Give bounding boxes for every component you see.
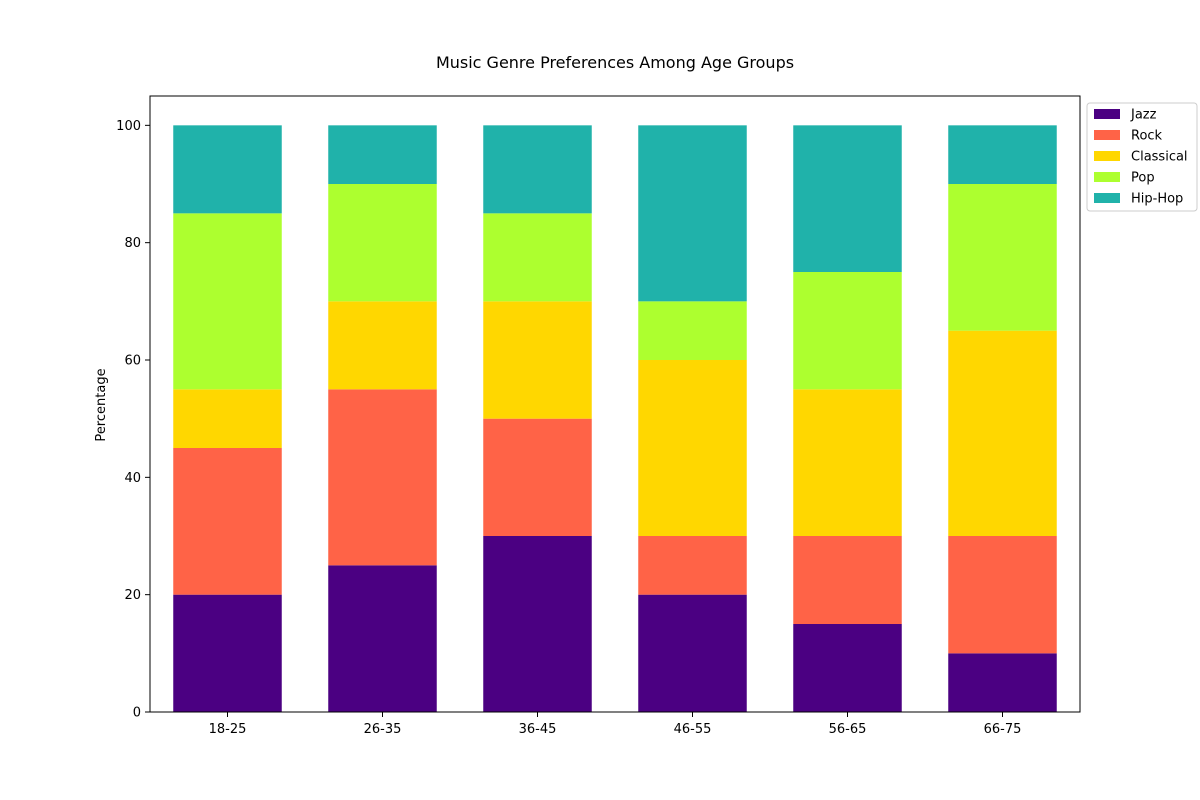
bar-classical-26-35	[328, 301, 437, 390]
bars-group	[173, 125, 1057, 712]
legend-label-classical: Classical	[1131, 150, 1188, 165]
y-tick-label: 40	[124, 471, 141, 486]
y-tick-label: 20	[124, 588, 141, 603]
bar-hip-hop-56-65	[793, 125, 902, 272]
bar-classical-66-75	[948, 330, 1057, 536]
y-tick-label: 0	[133, 706, 141, 721]
bar-hip-hop-36-45	[483, 125, 592, 214]
bar-pop-66-75	[948, 184, 1057, 331]
bar-jazz-18-25	[173, 594, 282, 712]
x-tick-label: 66-75	[984, 722, 1022, 737]
legend: Jazz Rock Classical Pop Hip-Hop	[1086, 102, 1198, 212]
legend-swatch-rock	[1094, 130, 1120, 140]
bar-pop-26-35	[328, 184, 437, 302]
legend-swatch-pop	[1094, 172, 1120, 182]
legend-label-pop: Pop	[1131, 171, 1155, 186]
bar-pop-46-55	[638, 301, 747, 360]
x-axis: 18-25 26-35 36-45 46-55 56-65 66-75	[209, 712, 1022, 737]
bar-hip-hop-66-75	[948, 125, 1057, 184]
bar-jazz-26-35	[328, 565, 437, 712]
plot-frame	[149, 95, 1081, 713]
bar-classical-56-65	[793, 389, 902, 536]
bar-rock-18-25	[173, 448, 282, 595]
bar-rock-46-55	[638, 536, 747, 595]
bar-classical-18-25	[173, 389, 282, 448]
legend-label-hip-hop: Hip-Hop	[1131, 192, 1183, 207]
bar-pop-56-65	[793, 272, 902, 390]
y-axis: 0 20 40 60 80 100	[116, 119, 150, 721]
bar-classical-46-55	[638, 360, 747, 536]
legend-swatch-hip-hop	[1094, 193, 1120, 203]
y-tick-label: 100	[116, 119, 141, 134]
bar-hip-hop-18-25	[173, 125, 282, 214]
legend-swatch-classical	[1094, 151, 1120, 161]
bar-rock-36-45	[483, 418, 592, 536]
bar-hip-hop-46-55	[638, 125, 747, 302]
bar-jazz-66-75	[948, 653, 1057, 712]
bar-hip-hop-26-35	[328, 125, 437, 184]
bar-rock-26-35	[328, 389, 437, 566]
chart-title: Music Genre Preferences Among Age Groups	[436, 53, 794, 72]
bar-classical-36-45	[483, 301, 592, 419]
bar-jazz-46-55	[638, 594, 747, 712]
x-tick-label: 56-65	[829, 722, 867, 737]
bar-jazz-56-65	[793, 624, 902, 712]
x-tick-label: 46-55	[674, 722, 712, 737]
bar-pop-18-25	[173, 213, 282, 390]
x-tick-label: 26-35	[364, 722, 402, 737]
y-axis-label: Percentage	[94, 368, 109, 441]
y-tick-label: 80	[124, 236, 141, 251]
x-tick-label: 36-45	[519, 722, 557, 737]
bar-jazz-36-45	[483, 536, 592, 712]
legend-swatch-jazz	[1094, 109, 1120, 119]
bar-pop-36-45	[483, 213, 592, 302]
legend-label-jazz: Jazz	[1130, 108, 1157, 123]
bar-rock-66-75	[948, 536, 1057, 654]
bar-rock-56-65	[793, 536, 902, 624]
x-tick-label: 18-25	[209, 722, 247, 737]
legend-label-rock: Rock	[1131, 129, 1163, 144]
y-tick-label: 60	[124, 354, 141, 369]
